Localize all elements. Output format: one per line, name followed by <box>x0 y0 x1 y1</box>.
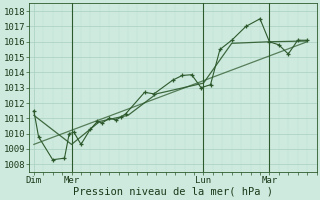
X-axis label: Pression niveau de la mer( hPa ): Pression niveau de la mer( hPa ) <box>73 187 273 197</box>
